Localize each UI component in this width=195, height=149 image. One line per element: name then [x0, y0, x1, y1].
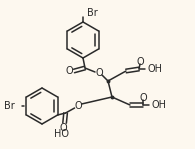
Text: O: O	[65, 66, 73, 76]
Text: O: O	[136, 57, 144, 67]
Text: Br: Br	[87, 8, 98, 18]
Text: O: O	[60, 123, 67, 133]
Text: O: O	[95, 68, 103, 78]
Text: O: O	[139, 93, 147, 103]
Text: OH: OH	[148, 64, 163, 74]
Text: HO: HO	[54, 129, 69, 139]
Text: O: O	[75, 101, 82, 111]
Text: OH: OH	[152, 100, 167, 110]
Text: Br: Br	[4, 101, 15, 111]
